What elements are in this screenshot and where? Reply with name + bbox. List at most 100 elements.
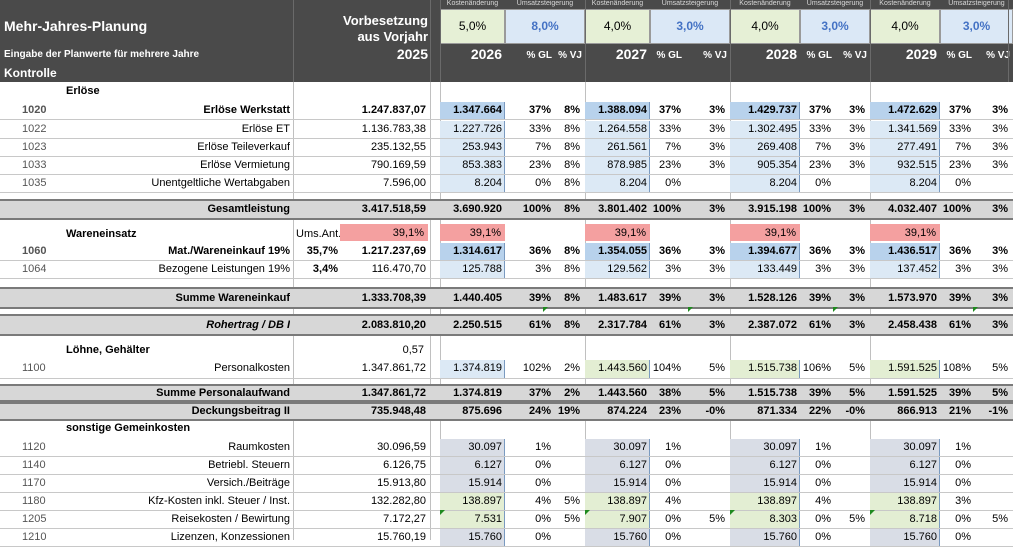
row-gl-r1064-3: 3% (955, 263, 971, 275)
row-value-r1100-3: 1.591.525 (888, 362, 937, 374)
value-cell-r1033-0[interactable] (440, 157, 505, 174)
value-cell-r1180-0[interactable] (440, 493, 505, 510)
value-cell-r1205-2[interactable] (730, 511, 800, 528)
value-cell-r1020-1[interactable] (585, 102, 650, 119)
row-base-r1180: 132.282,80 (370, 495, 426, 507)
value-cell-r1020-3[interactable] (870, 102, 940, 119)
ums-ant-cell-4[interactable] (870, 224, 940, 241)
kosten-input-2029[interactable] (870, 9, 940, 44)
row-value-r1205-0: 7.531 (474, 513, 502, 525)
value-cell-r1020-0[interactable] (440, 102, 505, 119)
row-gl-r1033-2: 23% (808, 159, 831, 171)
umsatz-input-2028[interactable] (800, 9, 870, 44)
row-vj-r1205-1: 5% (709, 513, 725, 525)
umsatz-label-2028: Umsatzsteigerung (806, 0, 864, 7)
value-cell-r1100-2[interactable] (730, 360, 800, 378)
row-value-r1100-2: 1.515.738 (748, 362, 797, 374)
row-value-db2-0: 875.696 (462, 405, 502, 417)
value-cell-r1140-3[interactable] (870, 457, 940, 474)
ums-ant-cell-1[interactable] (440, 224, 505, 241)
ums-ant-cell-3[interactable] (730, 224, 800, 241)
row-vj-r1064-3: 3% (992, 263, 1008, 275)
value-cell-r1035-1[interactable] (585, 175, 650, 192)
value-cell-r1023-2[interactable] (730, 139, 800, 156)
row-label-r1035: Unentgeltliche Wertabgaben (151, 177, 290, 189)
ums-ant-cell-0[interactable] (340, 224, 428, 241)
value-cell-r1023-1[interactable] (585, 139, 650, 156)
row-value-r1170-2: 15.914 (763, 477, 797, 489)
row-code-1033: 1033 (22, 159, 47, 171)
row-gl-r1023-2: 7% (815, 141, 831, 153)
value-cell-r1022-0[interactable] (440, 121, 505, 138)
value-cell-r1020-2[interactable] (730, 102, 800, 119)
value-cell-r1120-0[interactable] (440, 439, 505, 456)
ums-ant-label: Ums.Ant. (296, 228, 342, 240)
value-cell-r1023-0[interactable] (440, 139, 505, 156)
row-code-1023: 1023 (22, 141, 47, 153)
value-cell-r1140-2[interactable] (730, 457, 800, 474)
value-cell-r1060-1[interactable] (585, 243, 650, 260)
value-cell-r1033-2[interactable] (730, 157, 800, 174)
value-cell-r1022-1[interactable] (585, 121, 650, 138)
value-cell-r1064-3[interactable] (870, 261, 940, 278)
value-cell-r1205-1[interactable] (585, 511, 650, 528)
value-cell-r1140-0[interactable] (440, 457, 505, 474)
value-cell-r1064-0[interactable] (440, 261, 505, 278)
value-cell-r1120-1[interactable] (585, 439, 650, 456)
umsatz-input-2027[interactable] (650, 9, 730, 44)
value-cell-r1060-2[interactable] (730, 243, 800, 260)
value-cell-r1140-1[interactable] (585, 457, 650, 474)
value-cell-r1180-1[interactable] (585, 493, 650, 510)
row-vj-r1020-0: 8% (564, 104, 580, 116)
kosten-value-2029: 4,0% (891, 19, 919, 33)
value-cell-r1060-3[interactable] (870, 243, 940, 260)
value-cell-r1100-1[interactable] (585, 360, 650, 378)
row-gl-gesamt-0: 100% (522, 203, 551, 215)
kosten-input-2028[interactable] (730, 9, 800, 44)
value-cell-r1100-0[interactable] (440, 360, 505, 378)
value-cell-r1060-0[interactable] (440, 243, 505, 260)
row-label-r1020: Erlöse Werkstatt (203, 104, 290, 116)
row-value-r1023-1: 261.561 (607, 141, 647, 153)
row-value-r1022-3: 1.341.569 (888, 123, 937, 135)
umsatz-input-2026[interactable] (505, 9, 585, 44)
value-cell-r1035-2[interactable] (730, 175, 800, 192)
value-cell-r1035-0[interactable] (440, 175, 505, 192)
ums-ant-cell-2[interactable] (585, 224, 650, 241)
value-cell-r1022-3[interactable] (870, 121, 940, 138)
value-cell-r1033-3[interactable] (870, 157, 940, 174)
row-value-r1023-2: 269.408 (757, 141, 797, 153)
value-cell-r1205-0[interactable] (440, 511, 505, 528)
value-cell-r1064-1[interactable] (585, 261, 650, 278)
value-cell-r1064-2[interactable] (730, 261, 800, 278)
row-gl-r1100-2: 106% (802, 362, 831, 374)
value-cell-r1035-3[interactable] (870, 175, 940, 192)
value-cell-r1205-3[interactable] (870, 511, 940, 528)
row-vj-sumware-1: 3% (709, 292, 725, 304)
row-gl-sumpers-3: 39% (948, 387, 971, 399)
value-cell-r1120-3[interactable] (870, 439, 940, 456)
value-cell-r1170-0[interactable] (440, 475, 505, 492)
value-cell-r1033-1[interactable] (585, 157, 650, 174)
value-cell-r1180-2[interactable] (730, 493, 800, 510)
umsatz-input-2029[interactable] (940, 9, 1013, 44)
kosten-input-2027[interactable] (585, 9, 650, 44)
value-cell-r1100-3[interactable] (870, 360, 940, 378)
value-cell-r1120-2[interactable] (730, 439, 800, 456)
row-gl-r1140-2: 0% (815, 459, 831, 471)
row-vj-gesamt-3: 3% (992, 203, 1008, 215)
row-vj-r1023-1: 3% (709, 141, 725, 153)
value-cell-r1170-3[interactable] (870, 475, 940, 492)
comment-marker-6 (730, 510, 735, 515)
value-cell-r1180-3[interactable] (870, 493, 940, 510)
row-value-r1170-1: 15.914 (613, 477, 647, 489)
row-value-sumpers-2: 1.515.738 (748, 387, 797, 399)
value-cell-r1170-2[interactable] (730, 475, 800, 492)
row-base-r1023: 235.132,55 (370, 141, 426, 153)
row-base-sumware: 1.333.708,39 (361, 292, 426, 304)
row-value-r1060-3: 1.436.517 (888, 245, 937, 257)
row-gl-r1170-3: 0% (955, 477, 971, 489)
value-cell-r1170-1[interactable] (585, 475, 650, 492)
value-cell-r1023-3[interactable] (870, 139, 940, 156)
value-cell-r1022-2[interactable] (730, 121, 800, 138)
